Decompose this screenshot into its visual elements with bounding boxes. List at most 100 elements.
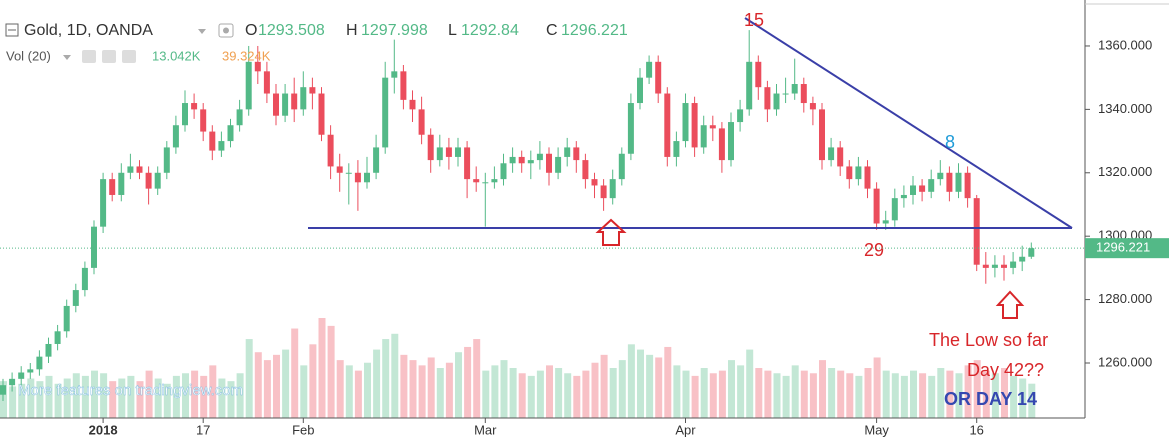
close-label: C [546,22,558,39]
candle-body [800,84,807,104]
volume-bar [837,370,845,418]
candle-body [45,343,52,357]
volume-bar [473,339,481,418]
candle-body [172,125,179,148]
volume-bar [573,375,581,418]
volume-ma-value: 39.324K [222,48,271,63]
candle-body [382,77,389,148]
volume-bar [600,354,608,418]
annotation: The Low so far [929,330,1048,350]
candle-body [527,160,534,164]
candle-body [564,147,571,157]
volume-bar [209,365,217,418]
dropdown-icon[interactable] [198,29,206,34]
volume-bar [391,333,399,418]
volume-bar [728,360,735,418]
candle-body [136,166,143,173]
candle-body [518,156,525,164]
volume-bar [1028,383,1036,418]
candle-body [445,147,452,157]
volume-bar [564,373,572,418]
low-label: L [448,22,457,39]
volume-bar [263,360,271,418]
volume-bar [282,349,290,418]
volume-bar [36,381,44,418]
candle-body [54,331,61,344]
low-value: 1292.84 [461,22,519,39]
volume-bar [427,357,435,418]
volume-bar [637,349,644,418]
settings-icon[interactable] [102,50,116,63]
volume-bar [555,368,563,418]
volume-bar [54,383,62,418]
volume-bar [991,373,999,418]
volume-bar [718,370,726,418]
annotation: 15 [744,10,764,30]
volume-bar [336,360,344,418]
volume-bar [118,378,126,418]
candle-body [72,290,79,306]
candle-body [482,182,489,184]
volume-bar [100,373,108,418]
volume-bar [191,370,199,418]
dropdown-icon[interactable] [63,55,71,60]
x-tick-label: 17 [196,422,210,437]
volume-title: Vol (20) [6,48,51,63]
eye-icon[interactable] [218,23,234,38]
candle-body [163,147,170,173]
candle-body [864,166,871,189]
candle-body [400,71,407,100]
volume-bar [200,375,208,418]
candle-body [218,141,225,151]
volume-bar [809,373,817,418]
footer-link[interactable]: More features on tradingview.com [18,382,244,399]
candle-body [755,61,762,88]
candle-body [1028,248,1035,257]
volume-bar [609,368,617,418]
candle-body [427,134,434,161]
candle-body [618,153,625,180]
volume-bar [700,368,708,418]
volume-bar [300,365,308,418]
x-tick-label: 2018 [89,422,118,437]
candle-body [191,103,198,110]
candle-body [691,103,698,148]
volume-bar [9,386,17,418]
volume-bar [773,373,781,418]
volume-bar [891,373,899,418]
eye-icon[interactable] [82,50,96,63]
volume-bar [655,357,663,418]
candle-body [891,198,898,221]
candle-body [81,267,88,291]
volume-bar [846,373,854,418]
x-tick-label: May [864,422,889,437]
candle-body [464,147,471,180]
candle-body [573,147,580,161]
candle-body [982,264,989,268]
volume-bar [27,378,35,418]
volume-bar [172,375,180,418]
volume-bar [382,339,390,418]
high-label: H [346,22,358,39]
candle-body [546,153,552,173]
candle-body [928,179,935,192]
candle-body [1010,261,1017,268]
volume-bar [436,368,444,418]
candle-body [118,172,125,195]
candle-body [391,71,398,78]
close-icon[interactable] [122,50,136,63]
volume-bar [973,360,981,418]
volume-bar [354,370,362,418]
volume-bar [828,368,836,418]
candle-body [236,109,243,126]
candle-body [309,87,316,94]
candle-body [418,109,425,135]
volume-bar [946,370,954,418]
candle-body [327,134,334,167]
x-tick-label: Apr [675,422,696,437]
candle-body [336,166,343,173]
volume-bar [455,352,462,418]
volume-bar [737,365,745,418]
y-tick-label: 1340.000 [1098,101,1152,116]
collapse-icon[interactable] [5,23,19,37]
